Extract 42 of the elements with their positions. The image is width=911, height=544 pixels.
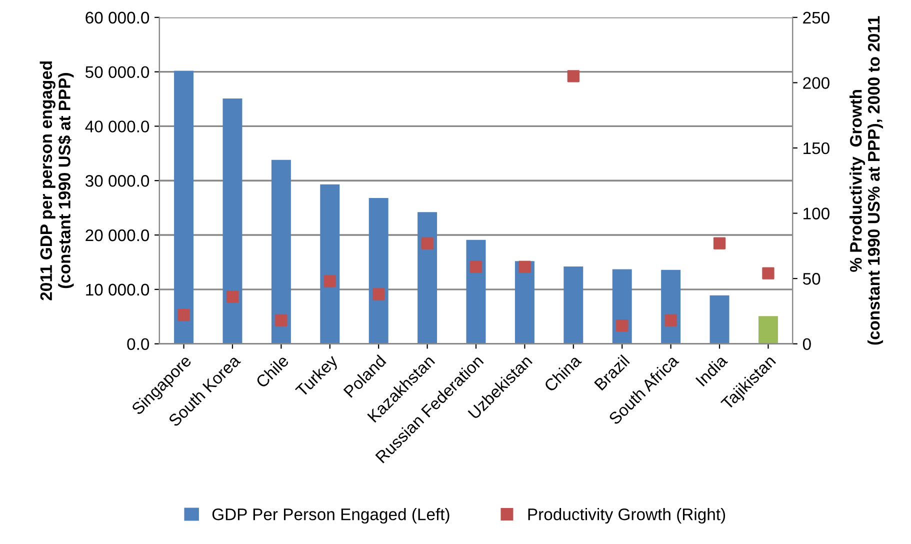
point — [518, 260, 531, 273]
point — [275, 314, 288, 326]
point — [178, 309, 190, 322]
y-tick-label: 10 000.0 — [86, 284, 150, 296]
y2-tick-label: 100 — [804, 208, 830, 220]
point — [762, 267, 774, 280]
y2-tick-label: 200 — [803, 77, 830, 89]
bar — [710, 295, 730, 344]
y-tick-label: 60 000.0 — [86, 12, 150, 24]
bar — [320, 184, 340, 344]
point — [226, 290, 239, 303]
y-axis-title: 2011 GDP per person engaged (constant 1990 US$ at PPP) — [40, 61, 74, 300]
bar — [758, 316, 778, 344]
point — [567, 70, 580, 82]
y-tick-label: 30 000.0 — [85, 175, 150, 187]
point — [664, 314, 677, 326]
y2-tick-label: 150 — [804, 142, 830, 154]
legend-label: Productivity Growth (Right) — [528, 508, 726, 524]
point — [470, 260, 482, 273]
bar — [222, 98, 242, 344]
y2-axis-title: % Productivity Growth (constant 1990 US% at PPP), 2000 to 2011 — [850, 16, 884, 345]
bar — [514, 261, 534, 344]
point — [713, 237, 726, 250]
bar — [466, 240, 486, 344]
bar — [612, 269, 632, 344]
y2-tick-label: 250 — [803, 12, 830, 24]
y2-tick-label: 0 — [802, 338, 811, 350]
bar — [271, 160, 291, 344]
y-tick-label: 20 000.0 — [86, 229, 150, 242]
point — [324, 275, 336, 288]
bar — [174, 70, 194, 344]
bar — [418, 212, 438, 344]
y2-tick-label: 50 — [802, 272, 820, 285]
bar — [564, 266, 584, 344]
y-tick-label: 50 000.0 — [86, 66, 150, 78]
legend-label: GDP Per Person Engaged (Left) — [212, 508, 450, 524]
y-tick-label: 0.0 — [127, 338, 150, 350]
point — [372, 288, 385, 300]
point — [421, 237, 434, 250]
point — [616, 319, 628, 332]
bar — [368, 198, 388, 344]
y-tick-label: 40 000.0 — [85, 120, 150, 132]
